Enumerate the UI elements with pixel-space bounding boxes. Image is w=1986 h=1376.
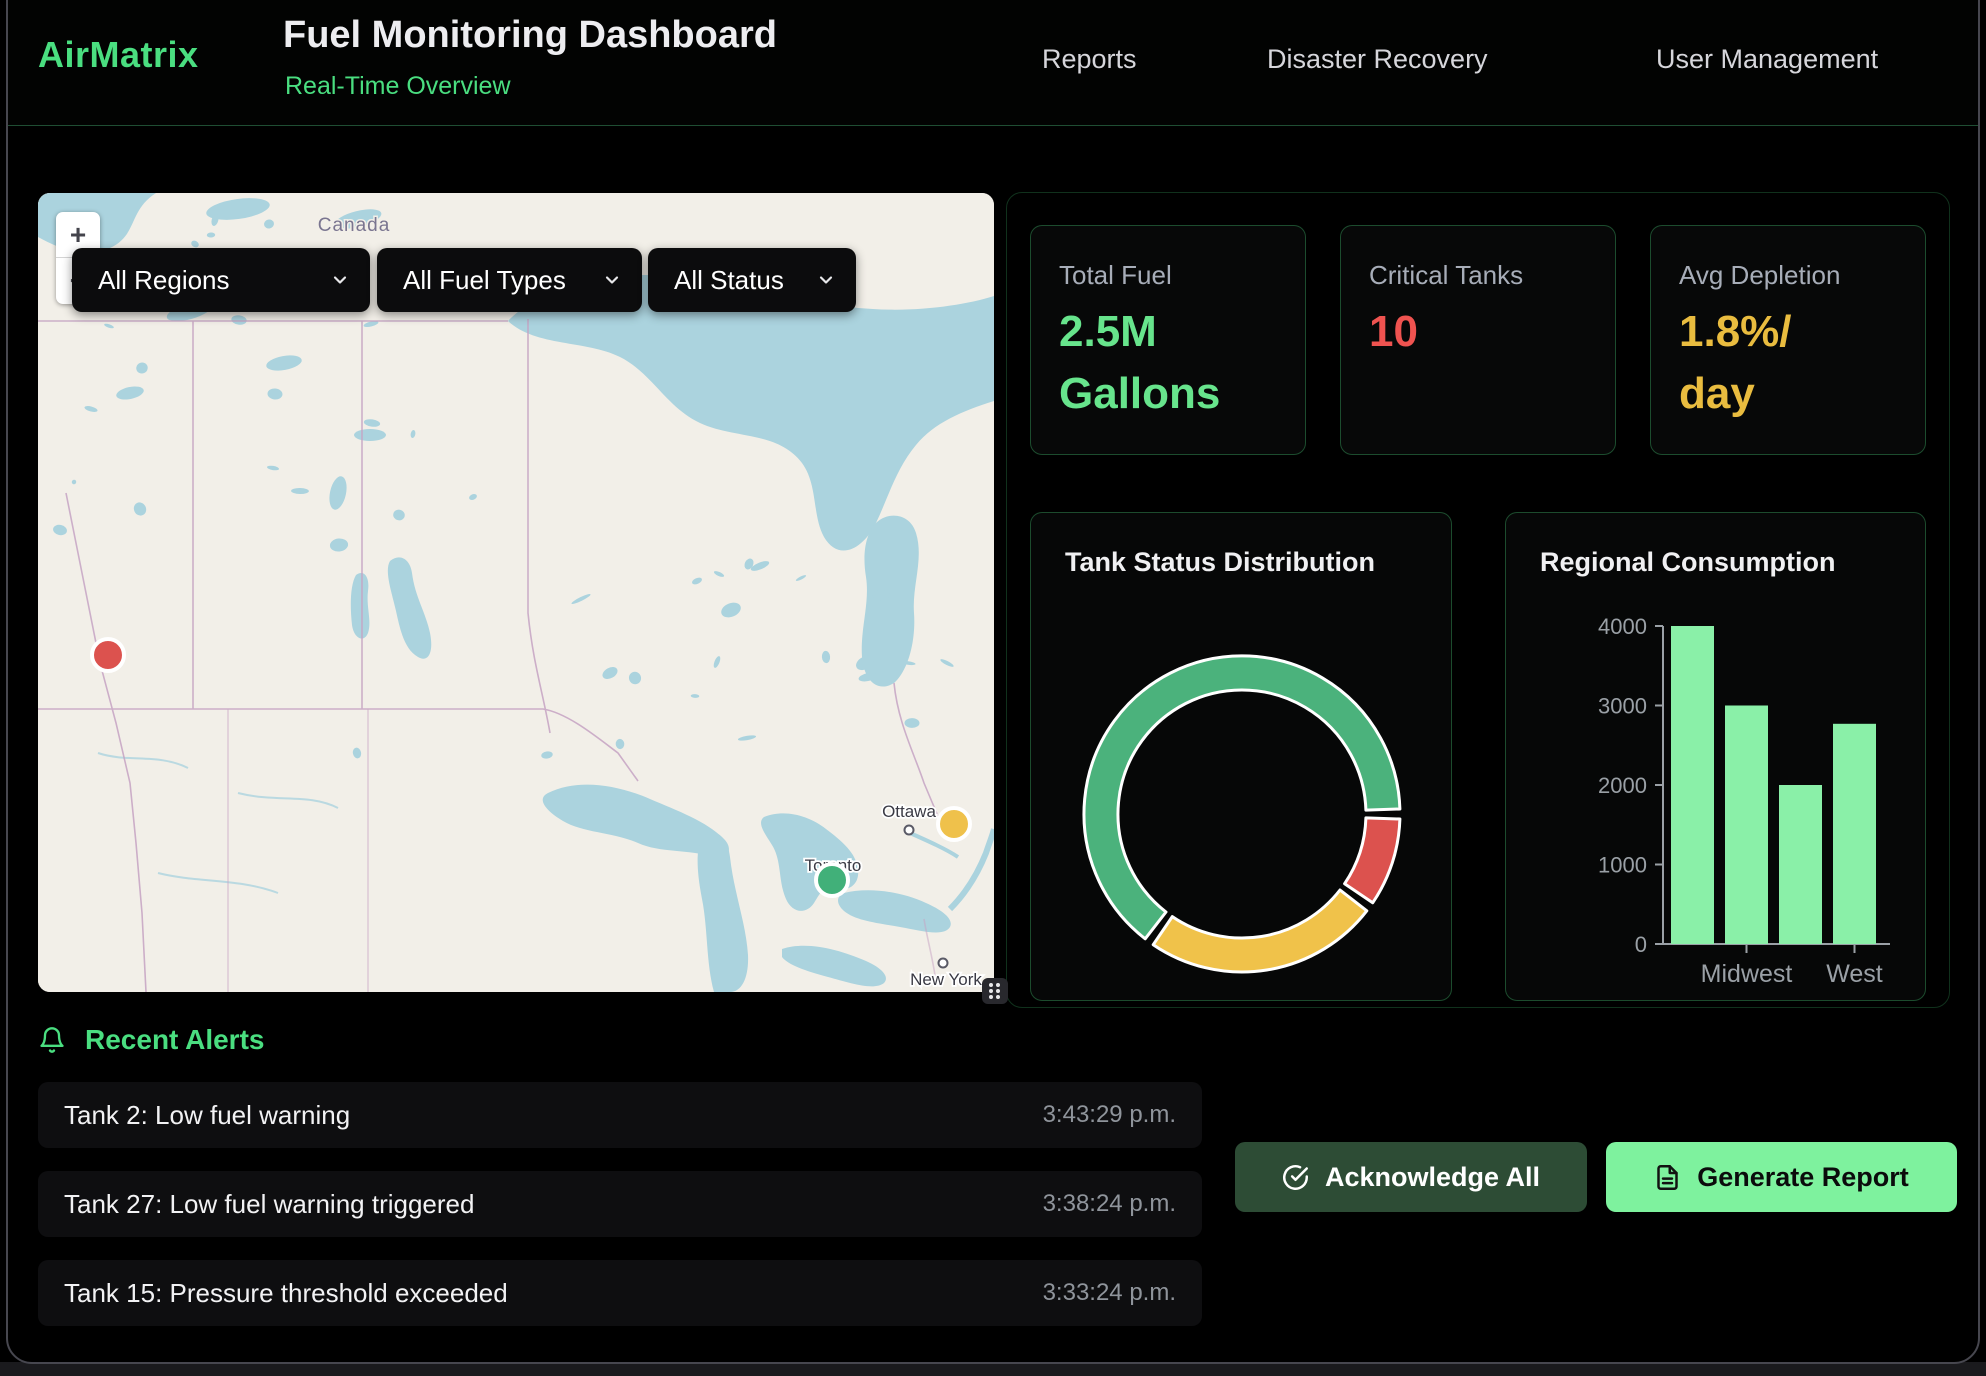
metrics-panel bbox=[1006, 192, 1950, 1008]
bar-2[interactable] bbox=[1779, 785, 1822, 944]
map-rivers bbox=[97, 752, 994, 912]
generate-report-label: Generate Report bbox=[1697, 1161, 1909, 1192]
stat-value: 1.8%/day bbox=[1679, 307, 1792, 419]
filter-all-regions[interactable]: All Regions bbox=[72, 248, 370, 312]
bar-1[interactable] bbox=[1725, 705, 1768, 945]
header: AirMatrix Fuel Monitoring Dashboard Real… bbox=[8, 0, 1978, 126]
chevron-down-icon bbox=[605, 276, 619, 284]
regional-consumption-title: Regional Consumption bbox=[1540, 547, 1836, 577]
stat-label: Critical Tanks bbox=[1369, 260, 1524, 290]
town-dot-icon bbox=[937, 957, 949, 969]
nav-user-management[interactable]: User Management bbox=[1656, 44, 1879, 74]
town-dot-icon bbox=[903, 824, 915, 836]
y-tick-label: 3000 bbox=[1598, 694, 1647, 719]
map-canvas[interactable]: CanadaOttawaTorontoNew York bbox=[38, 193, 994, 992]
alert-row[interactable]: Tank 15: Pressure threshold exceeded 3:33… bbox=[38, 1260, 1202, 1326]
check-circle-icon bbox=[1282, 1164, 1308, 1190]
map-label-country: Canada bbox=[318, 215, 391, 236]
page-subtitle: Real-Time Overview bbox=[285, 72, 511, 100]
app-logo: AirMatrix bbox=[38, 34, 199, 75]
recent-alerts-title: Recent Alerts bbox=[85, 1024, 265, 1055]
acknowledge-all-label: Acknowledge All bbox=[1324, 1161, 1541, 1192]
nav-reports[interactable]: Reports bbox=[1042, 44, 1137, 74]
generate-report-button[interactable]: Generate Report bbox=[1606, 1142, 1957, 1212]
y-tick-label: 0 bbox=[1635, 932, 1647, 957]
tank-status-donut-chart[interactable] bbox=[1031, 513, 1453, 1002]
tank-status-card: Tank Status Distribution bbox=[1030, 512, 1452, 1001]
map-label-new-york: New York bbox=[910, 970, 982, 989]
filter-label: All Fuel Types bbox=[403, 264, 566, 295]
chevron-down-icon bbox=[819, 276, 833, 284]
alert-row[interactable]: Tank 27: Low fuel warning triggered 3:38:… bbox=[38, 1171, 1202, 1237]
filter-label: All Regions bbox=[98, 264, 230, 295]
recent-alerts-header: Recent Alerts bbox=[38, 1024, 264, 1056]
map[interactable]: CanadaOttawaTorontoNew York bbox=[38, 193, 994, 992]
map-label-ottawa: Ottawa bbox=[882, 802, 936, 821]
page-title: Fuel Monitoring Dashboard bbox=[283, 14, 777, 56]
map-water bbox=[38, 193, 994, 992]
tank-marker-normal[interactable] bbox=[814, 862, 850, 898]
chevron-down-icon bbox=[333, 276, 347, 284]
bar-3[interactable] bbox=[1833, 723, 1876, 944]
bell-icon bbox=[40, 1027, 64, 1053]
alert-row[interactable]: Tank 2: Low fuel warning 3:43:29 p.m. bbox=[38, 1082, 1202, 1148]
alert-text: Tank 15: Pressure threshold exceeded bbox=[64, 1277, 508, 1308]
filter-all-status[interactable]: All Status bbox=[648, 248, 856, 312]
stat-value: 2.5M Gallons bbox=[1059, 307, 1221, 419]
x-tick-label: West bbox=[1826, 960, 1883, 988]
tank-marker-critical[interactable] bbox=[90, 637, 126, 673]
bar-0[interactable] bbox=[1671, 626, 1714, 944]
stat-label: Avg Depletion bbox=[1679, 260, 1841, 290]
stat-card-total-fuel: Total Fuel 2.5M Gallons bbox=[1030, 225, 1306, 455]
alert-text: Tank 27: Low fuel warning triggered bbox=[64, 1188, 475, 1219]
stat-label: Total Fuel bbox=[1059, 260, 1172, 290]
map-resize-grip-icon[interactable] bbox=[982, 978, 1008, 1004]
y-tick-label: 4000 bbox=[1598, 614, 1647, 639]
filter-all-fuel-types[interactable]: All Fuel Types bbox=[377, 248, 642, 312]
regional-consumption-bar-chart[interactable]: 0 1000 2000 3000 4000 Midwest West bbox=[1506, 513, 1927, 1002]
stat-card-critical-tanks: Critical Tanks 10 bbox=[1340, 225, 1616, 455]
report-document-icon bbox=[1657, 1164, 1678, 1190]
alert-time: 3:33:24 p.m. bbox=[1042, 1279, 1176, 1306]
alert-time: 3:38:24 p.m. bbox=[1042, 1190, 1176, 1217]
alert-text: Tank 2: Low fuel warning bbox=[64, 1099, 351, 1130]
stat-value: 10 bbox=[1369, 307, 1418, 356]
nav-disaster-recovery[interactable]: Disaster Recovery bbox=[1267, 44, 1488, 74]
alert-time: 3:43:29 p.m. bbox=[1042, 1101, 1176, 1128]
filter-label: All Status bbox=[674, 264, 784, 295]
donut-segment-normal[interactable] bbox=[1082, 654, 1402, 941]
tank-status-title: Tank Status Distribution bbox=[1065, 547, 1376, 577]
stat-card-avg-depletion: Avg Depletion 1.8%/day bbox=[1650, 225, 1926, 455]
page-background-strip bbox=[0, 1362, 1986, 1376]
donut-segment-warning[interactable] bbox=[1151, 888, 1369, 974]
y-tick-label: 1000 bbox=[1598, 853, 1647, 878]
y-tick-label: 2000 bbox=[1598, 773, 1647, 798]
map-boundaries bbox=[38, 319, 941, 992]
acknowledge-all-button[interactable]: Acknowledge All bbox=[1235, 1142, 1587, 1212]
regional-consumption-card: 0 1000 2000 3000 4000 Midwest West Regional Co… bbox=[1505, 512, 1926, 1001]
donut-segment-critical[interactable] bbox=[1343, 816, 1402, 905]
tank-marker-warning[interactable] bbox=[936, 806, 972, 842]
x-tick-label: Midwest bbox=[1701, 960, 1793, 988]
